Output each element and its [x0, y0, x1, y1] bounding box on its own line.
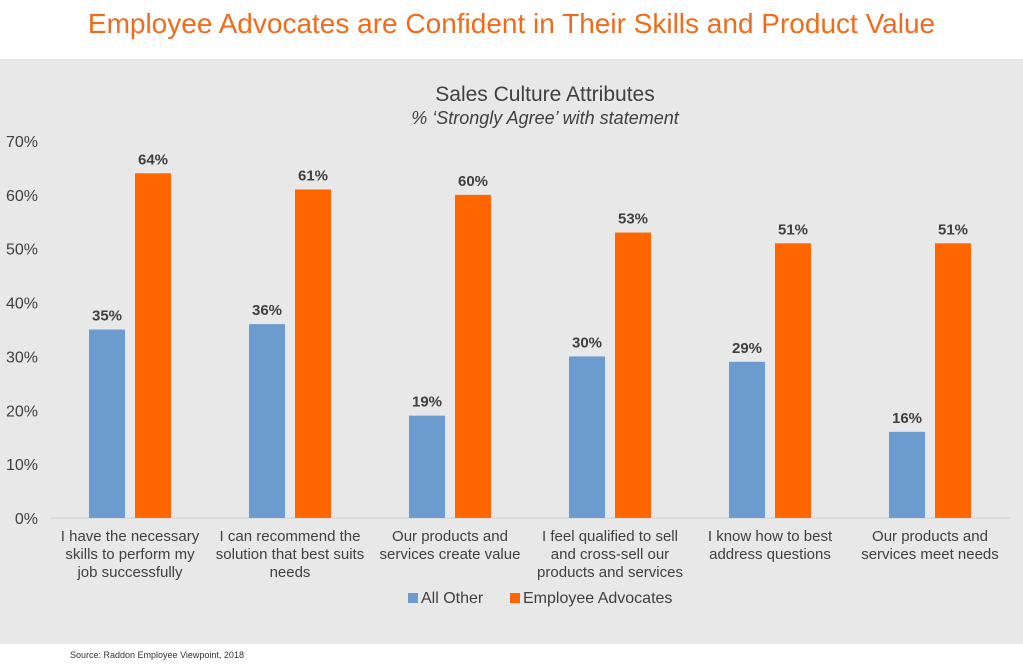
bar — [89, 329, 125, 518]
data-label: 51% — [938, 221, 968, 238]
x-tick-label: address questions — [709, 546, 831, 563]
y-tick-label: 40% — [6, 296, 38, 313]
data-label: 36% — [252, 302, 282, 319]
bar — [409, 415, 445, 518]
data-label: 61% — [298, 167, 328, 184]
legend-label: All Other — [421, 590, 484, 607]
x-tick-label: services meet needs — [861, 546, 999, 563]
x-tick-label: solution that best suits — [216, 546, 364, 563]
data-label: 29% — [732, 340, 762, 357]
x-tick-label: job successfully — [76, 564, 183, 581]
x-tick-label: I have the necessary — [61, 528, 200, 545]
x-tick-label: I feel qualified to sell — [542, 528, 678, 545]
chart-subtitle: % ‘Strongly Agree’ with statement — [411, 108, 679, 128]
x-tick-label: needs — [270, 564, 311, 581]
slide-title: Employee Advocates are Confident in Thei… — [87, 8, 936, 39]
source-note: Source: Raddon Employee Viewpoint, 2018 — [70, 650, 244, 660]
bar — [775, 243, 811, 519]
bar — [569, 356, 605, 518]
bar — [455, 194, 491, 518]
bar — [889, 431, 925, 518]
y-tick-label: 30% — [6, 349, 38, 366]
y-tick-label: 20% — [6, 403, 38, 420]
x-tick-label: Our products and — [392, 528, 508, 545]
bar — [295, 189, 331, 518]
data-label: 53% — [618, 211, 648, 228]
chart-title: Sales Culture Attributes — [435, 83, 655, 106]
bar — [249, 324, 285, 518]
data-label: 19% — [412, 394, 442, 411]
x-tick-label: skills to perform my — [65, 546, 195, 563]
data-label: 16% — [892, 410, 922, 427]
x-tick-label: I know how to best — [708, 528, 833, 545]
y-tick-label: 0% — [15, 511, 38, 528]
x-tick-label: services create value — [380, 546, 521, 563]
x-tick-label: Our products and — [872, 528, 988, 545]
y-tick-label: 50% — [6, 242, 38, 259]
x-tick-label: products and services — [537, 564, 683, 581]
legend-swatch — [408, 593, 418, 603]
y-tick-label: 70% — [6, 134, 38, 151]
bar — [935, 243, 971, 519]
bar — [135, 173, 171, 519]
legend-swatch — [510, 593, 520, 603]
y-tick-label: 10% — [6, 457, 38, 474]
x-tick-label: and cross-sell our — [551, 546, 669, 563]
bar — [729, 361, 765, 518]
legend-label: Employee Advocates — [523, 590, 672, 607]
x-tick-label: I can recommend the — [220, 528, 361, 545]
data-label: 64% — [138, 151, 168, 168]
data-label: 60% — [458, 173, 488, 190]
bar — [615, 232, 651, 519]
data-label: 30% — [572, 334, 602, 351]
data-label: 51% — [778, 221, 808, 238]
y-tick-label: 60% — [6, 188, 38, 205]
data-label: 35% — [92, 308, 122, 325]
